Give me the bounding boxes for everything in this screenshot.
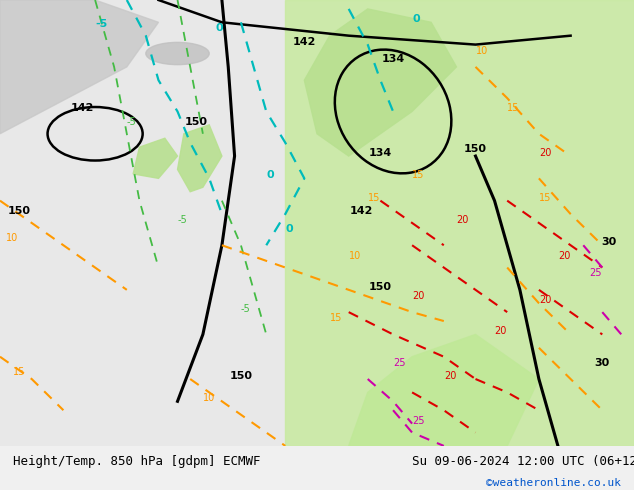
Text: 0: 0: [285, 224, 293, 234]
Text: 30: 30: [595, 358, 610, 368]
Polygon shape: [304, 9, 456, 156]
Text: 10: 10: [6, 233, 18, 243]
Text: 10: 10: [476, 46, 488, 55]
Text: 15: 15: [412, 171, 425, 180]
Polygon shape: [349, 334, 539, 446]
Text: 15: 15: [507, 103, 520, 114]
Text: 134: 134: [369, 148, 392, 158]
Text: Su 09-06-2024 12:00 UTC (06+126): Su 09-06-2024 12:00 UTC (06+126): [412, 455, 634, 468]
Text: 0: 0: [412, 14, 420, 24]
Text: -5: -5: [178, 215, 187, 225]
Text: 20: 20: [539, 148, 552, 158]
Ellipse shape: [146, 42, 209, 65]
Text: -5: -5: [95, 19, 107, 29]
Text: 25: 25: [412, 416, 425, 426]
Text: 25: 25: [590, 269, 602, 278]
Text: 0: 0: [266, 171, 274, 180]
Polygon shape: [133, 138, 178, 178]
Text: 15: 15: [368, 193, 380, 203]
Text: 20: 20: [444, 371, 456, 381]
Text: 10: 10: [203, 393, 215, 403]
Text: 150: 150: [369, 282, 392, 292]
Text: 20: 20: [539, 295, 552, 305]
Polygon shape: [0, 0, 158, 134]
Text: 10: 10: [349, 250, 361, 261]
Text: 142: 142: [71, 103, 94, 114]
Text: 142: 142: [350, 206, 373, 216]
Polygon shape: [285, 0, 634, 446]
Text: 20: 20: [558, 250, 571, 261]
Text: 30: 30: [601, 237, 616, 247]
Text: 0: 0: [216, 23, 223, 33]
Text: 15: 15: [13, 367, 25, 376]
Text: 15: 15: [330, 313, 342, 323]
Text: 20: 20: [495, 326, 507, 337]
Text: 20: 20: [456, 215, 469, 225]
Text: 15: 15: [539, 193, 552, 203]
Text: ©weatheronline.co.uk: ©weatheronline.co.uk: [486, 478, 621, 489]
Text: 150: 150: [464, 144, 487, 153]
Text: -5: -5: [241, 304, 250, 314]
Text: 150: 150: [230, 371, 252, 381]
Text: -5: -5: [127, 117, 136, 127]
Text: 150: 150: [185, 117, 208, 127]
Text: 142: 142: [293, 37, 316, 47]
Text: 150: 150: [8, 206, 30, 216]
Text: 134: 134: [382, 54, 404, 64]
Text: 25: 25: [393, 358, 406, 368]
Text: 20: 20: [412, 291, 425, 301]
Text: Height/Temp. 850 hPa [gdpm] ECMWF: Height/Temp. 850 hPa [gdpm] ECMWF: [13, 455, 260, 468]
Polygon shape: [178, 125, 222, 192]
